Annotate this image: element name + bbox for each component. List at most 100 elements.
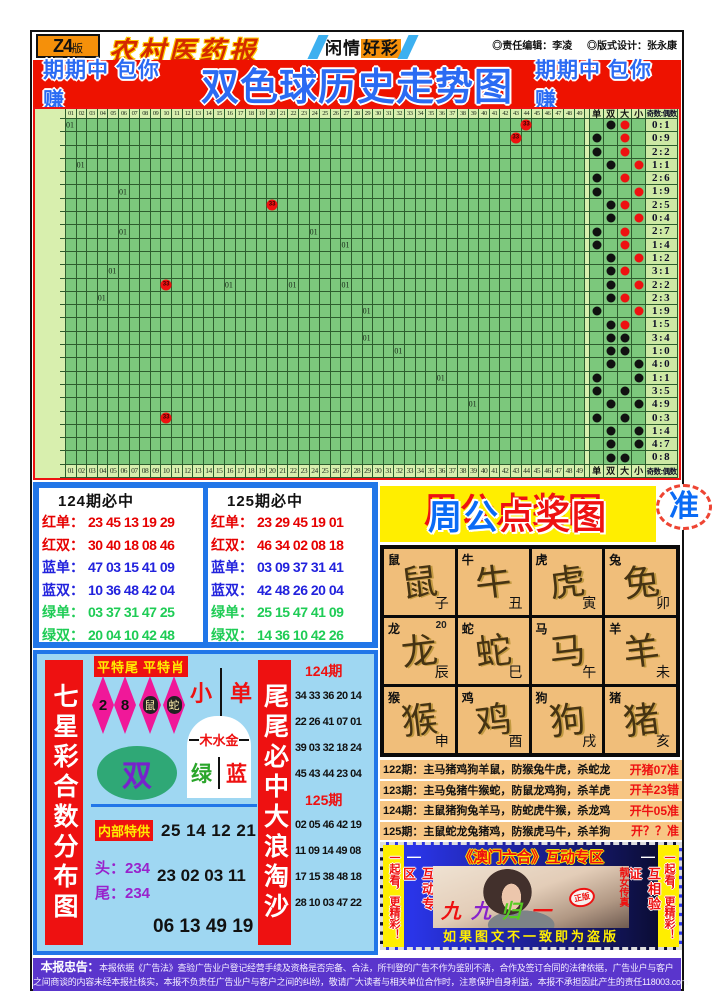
grid-side-cell (632, 291, 647, 306)
grid-cell (352, 451, 363, 465)
grid-side-cell (618, 278, 633, 292)
grid-cell (373, 132, 384, 146)
grid-cell (299, 424, 310, 439)
grid-cell (235, 212, 247, 226)
grid-cell (521, 345, 533, 359)
grid-side-cell (604, 331, 619, 346)
grid-cell (118, 172, 130, 186)
grid-cell (426, 145, 437, 159)
grid-cell (426, 305, 437, 319)
xiao-dan-pair: 小 单 (190, 668, 252, 716)
grid-cell (436, 451, 448, 465)
grid-cell (426, 318, 437, 332)
grid-cell (118, 251, 130, 266)
grid-cell (118, 119, 130, 133)
grid-cell (362, 451, 374, 465)
grid-column-label: 02 (76, 109, 88, 119)
grid-cell (447, 451, 458, 465)
grid-cell (415, 371, 427, 385)
banner-dash-right: — (640, 848, 655, 864)
grid-cell (521, 424, 533, 439)
grid-side-cell (604, 345, 619, 359)
grid-cell (362, 358, 374, 372)
grid-cell (352, 424, 363, 439)
grid-strip-cell (585, 198, 591, 213)
grid-label-row: 01 02 03 04 05 06 07 08 09 10 11 12 13 14 15 16 17 18 19 20… (60, 464, 679, 478)
grid-cell (182, 291, 194, 306)
grid-cell: 01 (76, 158, 88, 173)
grid-cell (97, 438, 109, 452)
grid-cell (182, 438, 194, 452)
grid-cell (66, 265, 77, 279)
parity-dot (606, 280, 616, 290)
grid-cell (161, 185, 172, 199)
grid-column-label: 19 (256, 464, 268, 478)
grid-cell (553, 145, 564, 159)
period-body: 主马猪鸡狗羊鼠，防猴兔牛虎，杀蛇龙 (423, 764, 611, 777)
grid-cell (330, 198, 342, 213)
caption-char: 一 (531, 901, 561, 923)
grid-cell (479, 158, 490, 173)
grid-side-cell (604, 185, 619, 199)
grid-cell (108, 411, 119, 425)
grid-cell (246, 132, 257, 146)
grid-cell (140, 438, 151, 452)
grid-cell (277, 345, 289, 359)
grid-cell (500, 225, 511, 239)
trend-row: 01 1:1 (60, 158, 679, 173)
size-dot (620, 173, 630, 183)
trend-chart-grid: 01 02 03 04 05 06 07 08 09 10 11 12 13 14 15 16 17 18 19 20… (60, 109, 679, 478)
grid-cell (415, 119, 427, 133)
grid-cell (405, 451, 416, 465)
grid-cell (352, 291, 363, 306)
grid-cell (246, 119, 257, 133)
grid-cell (521, 451, 533, 465)
grid-cell (489, 132, 501, 146)
grid-cell (563, 198, 575, 213)
grid-side-cell (590, 371, 605, 385)
disclaimer-line1: 本报依据《广告法》查验广告业户登记经营手续及资格是否完备、合法，所刊登的广告不作… (99, 963, 674, 973)
grid-cell (352, 384, 363, 399)
parity-dot (606, 200, 616, 210)
grid-cell (309, 119, 321, 133)
grid-cell (203, 278, 215, 292)
grid-cell (277, 145, 289, 159)
grid-cell (97, 305, 109, 319)
zodiac-cell: 狗狗戌 (531, 687, 603, 753)
zodiac-animal-label: 牛 (461, 553, 474, 567)
grid-cell (352, 119, 363, 133)
grid-cell (457, 225, 469, 239)
grid-cell (150, 198, 162, 213)
parity-dot (592, 173, 602, 183)
grid-cell: 01 (341, 278, 353, 292)
grid-strip-cell (60, 198, 66, 213)
odd-even-ratio: 1:1 (646, 371, 679, 385)
grid-cell (97, 345, 109, 359)
grid-cell (161, 305, 172, 319)
grid-cell (521, 198, 533, 213)
grid-cell (171, 398, 183, 412)
trend-row: 01 3:1 (60, 265, 679, 279)
prediction-label: 绿双： (211, 626, 253, 643)
prediction-value: 03 37 31 47 25 (88, 604, 175, 621)
grid-cell (129, 132, 141, 146)
grid-cell (553, 225, 564, 239)
grid-cell (246, 331, 257, 346)
zodiac-note: 20 (435, 620, 447, 631)
grid-column-label: 06 (118, 109, 130, 119)
grid-cell (383, 145, 395, 159)
grid-cell (118, 198, 130, 213)
grid-cell (373, 451, 384, 465)
grid-cell (193, 331, 204, 346)
divider-line (218, 757, 220, 789)
grid-cell (214, 251, 225, 266)
grid-cell (267, 451, 278, 465)
grid-cell (140, 384, 151, 399)
grid-cell (256, 119, 268, 133)
grid-cell (87, 119, 98, 133)
grid-cell (457, 212, 469, 226)
grid-strip-cell (585, 172, 591, 186)
grid-column-label: 09 (150, 109, 162, 119)
grid-cell (415, 451, 427, 465)
grid-cell (362, 158, 374, 173)
